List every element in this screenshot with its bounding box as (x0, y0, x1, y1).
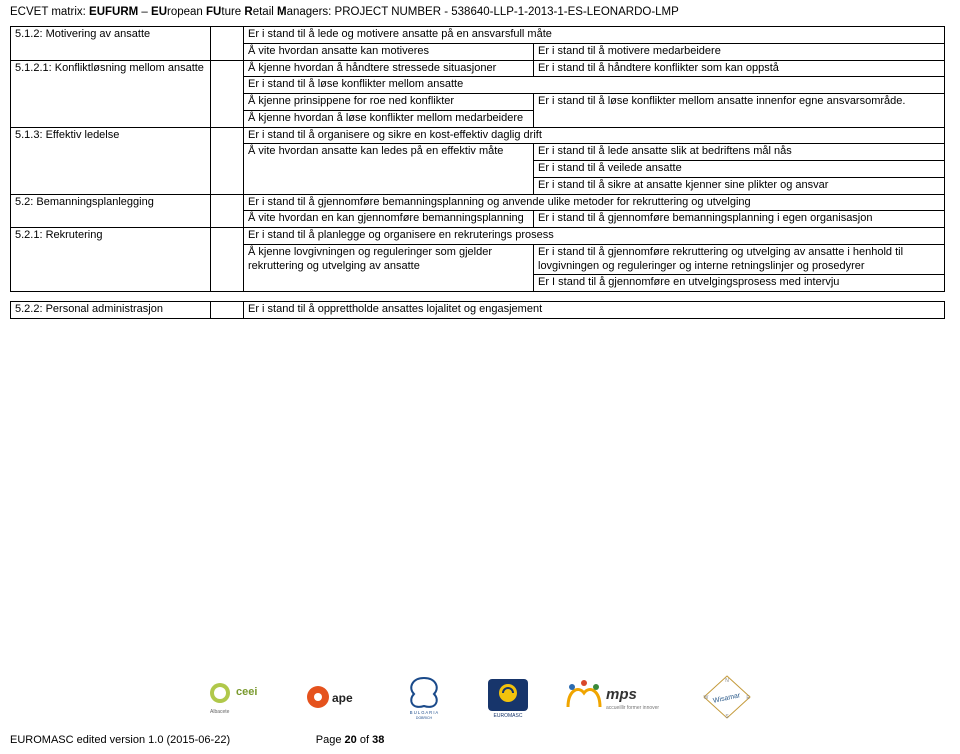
header-plain-3: etail (253, 6, 277, 18)
cell-skill: Er i stand til å lede ansatte slik at be… (534, 144, 945, 161)
cell-section-id: 5.2.1: Rekrutering (11, 228, 211, 292)
cell-knowledge: Å vite hvordan en kan gjennomføre bemann… (244, 211, 534, 228)
svg-text:E: E (746, 695, 750, 701)
cell-empty (211, 194, 244, 228)
header-bold-1: EUFURM (89, 6, 138, 18)
cell-competence: Er i stand til å lede og motivere ansatt… (244, 27, 945, 44)
cell-knowledge: Å kjenne prinsippene for roe ned konflik… (244, 94, 534, 111)
footer-page-num: 20 (345, 734, 357, 746)
header-bold-4: R (244, 6, 252, 18)
header-prefix: ECVET matrix: (10, 6, 89, 18)
cell-section-id: 5.1.2.1: Konfliktløsning mellom ansatte (11, 60, 211, 127)
document-header: ECVET matrix: EUFURM – EUropean FUture R… (0, 0, 960, 22)
footer-page-total: 38 (372, 734, 384, 746)
header-plain-2: ture (221, 6, 244, 18)
cell-competence: Er i stand til å gjennomføre bemanningsp… (244, 194, 945, 211)
logo-bulgaria: B U L G A R I A DOBRICH (394, 674, 454, 720)
header-bold-2: EU (151, 6, 167, 18)
footer-page: Page 20 of 38 (316, 734, 385, 746)
header-bold-3: FU (206, 6, 221, 18)
cell-empty (211, 27, 244, 61)
footer-page-mid: of (357, 734, 372, 746)
cell-competence: Er i stand til å organisere og sikre en … (244, 127, 945, 144)
ecvet-matrix-table: 5.1.2: Motivering av ansatte Er i stand … (10, 26, 945, 319)
cell-section-id: 5.2: Bemanningsplanlegging (11, 194, 211, 228)
logo-ciape: ape (306, 677, 366, 717)
table-row: 5.1.2: Motivering av ansatte Er i stand … (11, 27, 945, 44)
cell-empty (211, 60, 244, 127)
svg-text:DOBRICH: DOBRICH (416, 716, 433, 720)
cell-skill: Er i stand til å gjennomføre rekrutterin… (534, 244, 945, 275)
svg-text:ape: ape (332, 691, 353, 705)
cell-section-id: 5.1.2: Motivering av ansatte (11, 27, 211, 61)
cell-empty (211, 302, 244, 319)
cell-skill: Er I stand til å gjennomføre en utvelgin… (534, 275, 945, 292)
cell-empty (211, 127, 244, 194)
footer-logo-strip: ceei Albacete ape B U L G A R I A DOBRIC… (0, 672, 960, 722)
svg-text:Wisamar: Wisamar (712, 692, 741, 705)
svg-text:B U L G A R I A: B U L G A R I A (410, 710, 439, 715)
cell-skill: Er i stand til å gjennomføre bemanningsp… (534, 211, 945, 228)
cell-knowledge: Å kjenne lovgivningen og reguleringer so… (244, 244, 534, 291)
cell-competence: Er i stand til å opprettholde ansattes l… (244, 302, 945, 319)
cell-section-id: 5.2.2: Personal administrasjon (11, 302, 211, 319)
svg-text:W: W (704, 695, 709, 701)
table-row: 5.2: Bemanningsplanlegging Er i stand ti… (11, 194, 945, 211)
svg-text:N: N (725, 678, 729, 684)
cell-competence: Er i stand til å løse konflikter mellom … (244, 77, 945, 94)
logo-mps: mps accueillir former innover (562, 677, 672, 717)
cell-knowledge: Å vite hvordan ansatte kan motiveres (244, 43, 534, 60)
svg-text:accueillir former innover: accueillir former innover (606, 705, 659, 711)
cell-skill: Er i stand til å sikre at ansatte kjenne… (534, 177, 945, 194)
logo-ceei: ceei Albacete (206, 677, 278, 717)
table-row: 5.2.2: Personal administrasjon Er i stan… (11, 302, 945, 319)
cell-competence: Er i stand til å planlegge og organisere… (244, 228, 945, 245)
header-plain-4: anagers: PROJECT NUMBER - 538640-LLP-1-2… (287, 6, 679, 18)
table-row: 5.1.3: Effektiv ledelse Er i stand til å… (11, 127, 945, 144)
svg-text:ceei: ceei (236, 686, 257, 698)
table-row: 5.2.1: Rekrutering Er i stand til å plan… (11, 228, 945, 245)
header-bold-5: M (277, 6, 287, 18)
cell-knowledge: Å kjenne hvordan å håndtere stressede si… (244, 60, 534, 77)
cell-skill: Er i stand til å veilede ansatte (534, 161, 945, 178)
header-sep: – (138, 6, 151, 18)
header-plain-1: ropean (167, 6, 206, 18)
cell-knowledge: Å kjenne hvordan å løse konflikter mello… (244, 110, 534, 127)
cell-skill: Er i stand til å håndtere konflikter som… (534, 60, 945, 77)
cell-skill: Er i stand til å motivere medarbeidere (534, 43, 945, 60)
table-spacer-row (11, 292, 945, 302)
footer-text: EUROMASC edited version 1.0 (2015-06-22)… (10, 734, 950, 746)
svg-text:EUROMASC: EUROMASC (494, 713, 523, 719)
cell-skill: Er i stand til å løse konflikter mellom … (534, 94, 945, 128)
footer-version: EUROMASC edited version 1.0 (2015-06-22) (10, 734, 230, 746)
svg-text:Albacete: Albacete (210, 709, 230, 715)
logo-wisamar: N S W E Wisamar (700, 672, 754, 722)
cell-knowledge: Å vite hvordan ansatte kan ledes på en e… (244, 144, 534, 194)
cell-section-id: 5.1.3: Effektiv ledelse (11, 127, 211, 194)
svg-text:mps: mps (606, 686, 637, 703)
cell-empty (211, 228, 244, 292)
table-row: 5.1.2.1: Konfliktløsning mellom ansatte … (11, 60, 945, 77)
logo-euromasc: EUROMASC (482, 675, 534, 719)
footer-page-prefix: Page (316, 734, 345, 746)
